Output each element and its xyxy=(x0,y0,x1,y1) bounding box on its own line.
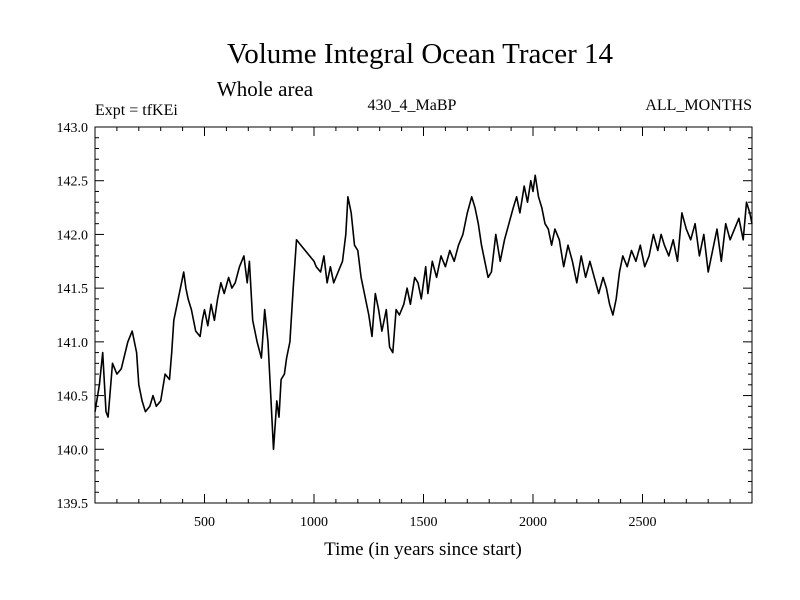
y-tick-label: 142.0 xyxy=(57,228,89,243)
y-axis: 139.5 140.0 140.5 141.0 141.5 142.0 142.5 143.0 xyxy=(57,121,752,512)
annotation-months: ALL_MONTHS xyxy=(645,97,752,114)
y-tick-label: 141.0 xyxy=(57,336,89,351)
annotation-period: 430_4_MaBP xyxy=(368,97,457,114)
y-tick-label: 143.0 xyxy=(57,121,89,136)
x-tick-label: 2500 xyxy=(629,515,657,530)
chart-subtitle: Whole area xyxy=(217,77,314,101)
y-tick-label: 140.5 xyxy=(57,390,89,405)
x-axis-label: Time (in years since start) xyxy=(324,539,522,560)
x-axis: 500 1000 1500 2000 2500 xyxy=(116,127,731,530)
x-tick-label: 500 xyxy=(194,515,215,530)
y-tick-label: 142.5 xyxy=(57,175,89,190)
x-tick-label: 2000 xyxy=(519,515,547,530)
y-tick-label: 140.0 xyxy=(57,443,89,458)
y-tick-label: 139.5 xyxy=(57,497,89,512)
y-tick-label: 141.5 xyxy=(57,282,89,297)
series-line xyxy=(94,174,753,451)
annotation-experiment: Expt = tfKEi xyxy=(95,102,178,119)
chart-title: Volume Integral Ocean Tracer 14 xyxy=(227,38,614,70)
x-tick-label: 1000 xyxy=(300,515,328,530)
x-tick-label: 1500 xyxy=(410,515,438,530)
series-layer xyxy=(94,174,753,451)
